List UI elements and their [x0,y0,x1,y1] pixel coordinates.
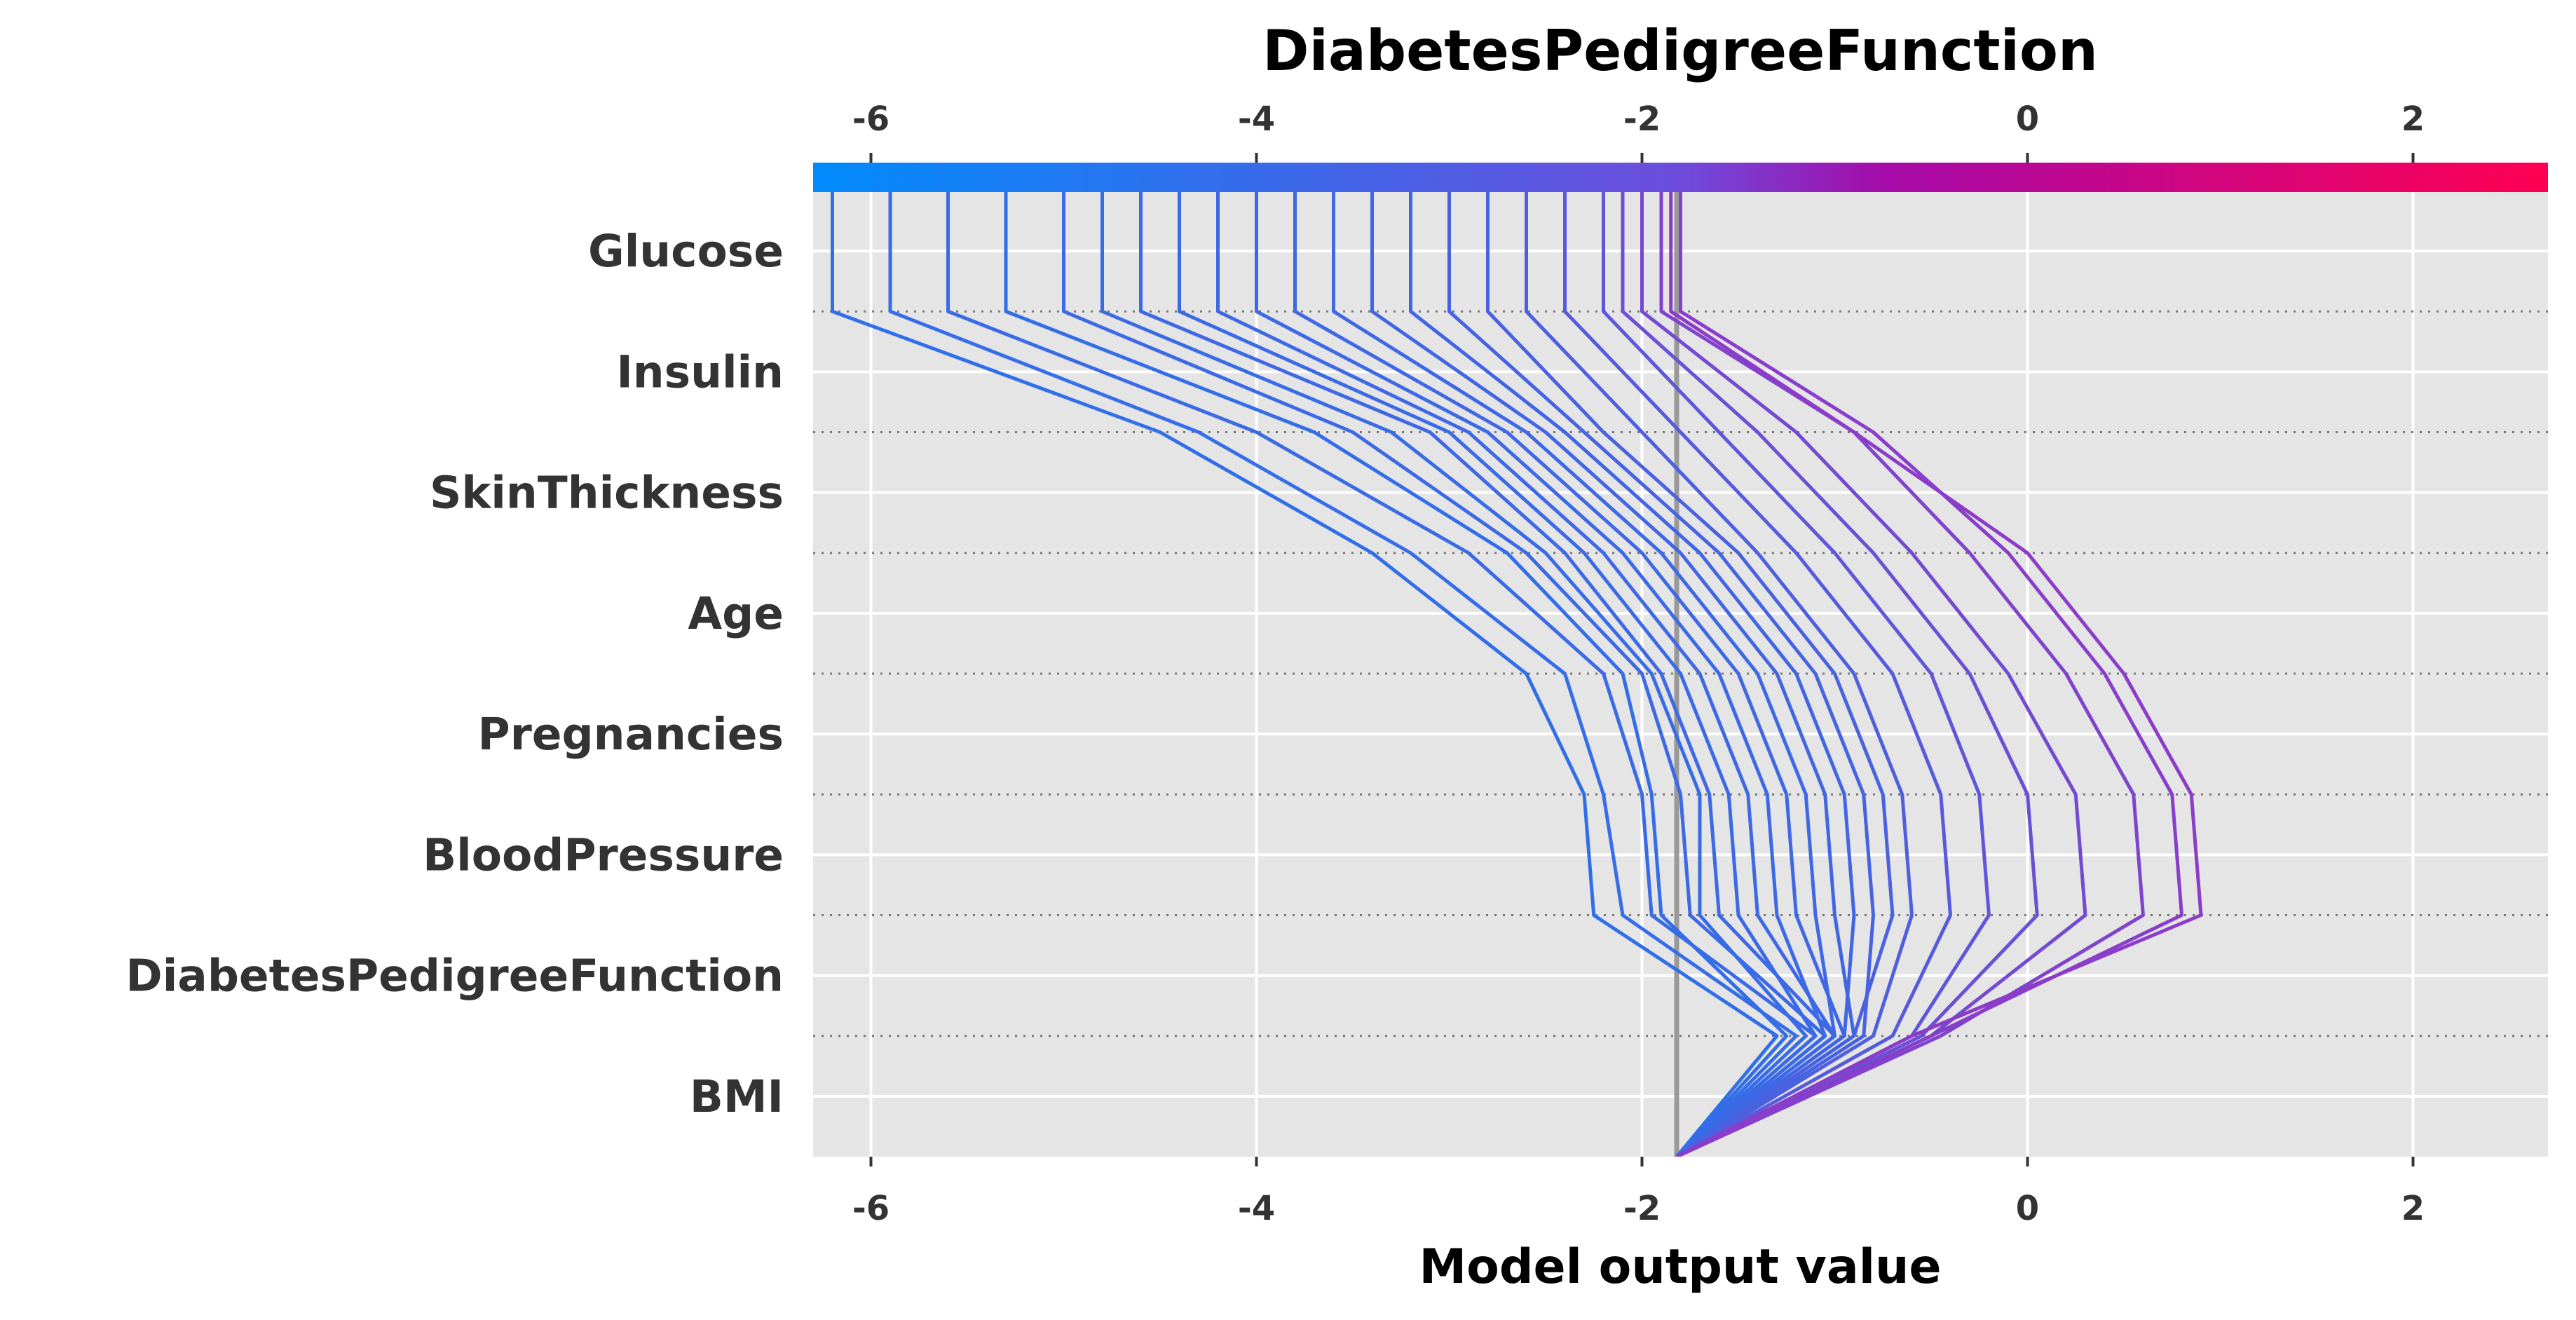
series-line-23 [1669,191,2203,1157]
series-line-13 [1409,191,1856,1157]
series-line-9 [1255,191,1827,1157]
bottom-tick-label: -6 [852,1189,890,1228]
colorbar [813,163,2548,192]
series-line-17 [1563,191,1952,1157]
feature-label-6: DiabetesPedigreeFunction [125,951,784,1002]
series-line-5 [1100,191,1808,1157]
series-line-2 [946,191,1818,1157]
top-tick-label: 0 [2016,100,2039,139]
series-line-3 [1004,191,1789,1157]
series-line-16 [1525,191,1914,1157]
bottom-tick-label: -4 [1238,1189,1275,1228]
series-line-1 [888,191,1798,1157]
feature-labels: Glucose Insulin SkinThickness Age Pregnancie… [125,226,784,1122]
series-line-0 [831,191,1779,1157]
feature-label-0: Glucose [588,226,784,277]
series-line-6 [1139,191,1836,1157]
series-line-11 [1332,191,1836,1157]
feature-label-4: Pregnancies [478,709,784,760]
series-line-18 [1602,191,1991,1157]
top-tick-label: -6 [852,100,890,139]
top-tick-label: -2 [1623,100,1661,139]
feature-label-7: BMI [690,1071,784,1122]
x-axis-title: Model output value [1419,1239,1941,1295]
series-line-7 [1178,191,1818,1157]
bottom-tick-label: -2 [1623,1189,1661,1228]
top-tick-label: -4 [1238,100,1275,139]
feature-label-1: Insulin [616,346,784,397]
series-line-22 [1675,191,2183,1157]
series-line-4 [1062,191,1827,1157]
series-lines [831,191,2203,1157]
top-tick-label: 2 [2401,100,2425,139]
feature-label-2: SkinThickness [430,468,784,519]
series-line-15 [1486,191,1895,1157]
bottom-tick-label: 2 [2401,1189,2425,1228]
bottom-tick-label: 0 [2016,1189,2039,1228]
feature-label-3: Age [688,588,784,639]
feature-label-5: BloodPressure [423,829,784,880]
series-line-20 [1640,191,2087,1157]
chart-title: DiabetesPedigreeFunction [1262,18,2098,83]
series-line-19 [1621,191,2039,1157]
bottom-axis: -6 -4 -2 0 2 [852,1157,2425,1228]
top-axis: -6 -4 -2 0 2 [852,100,2425,163]
